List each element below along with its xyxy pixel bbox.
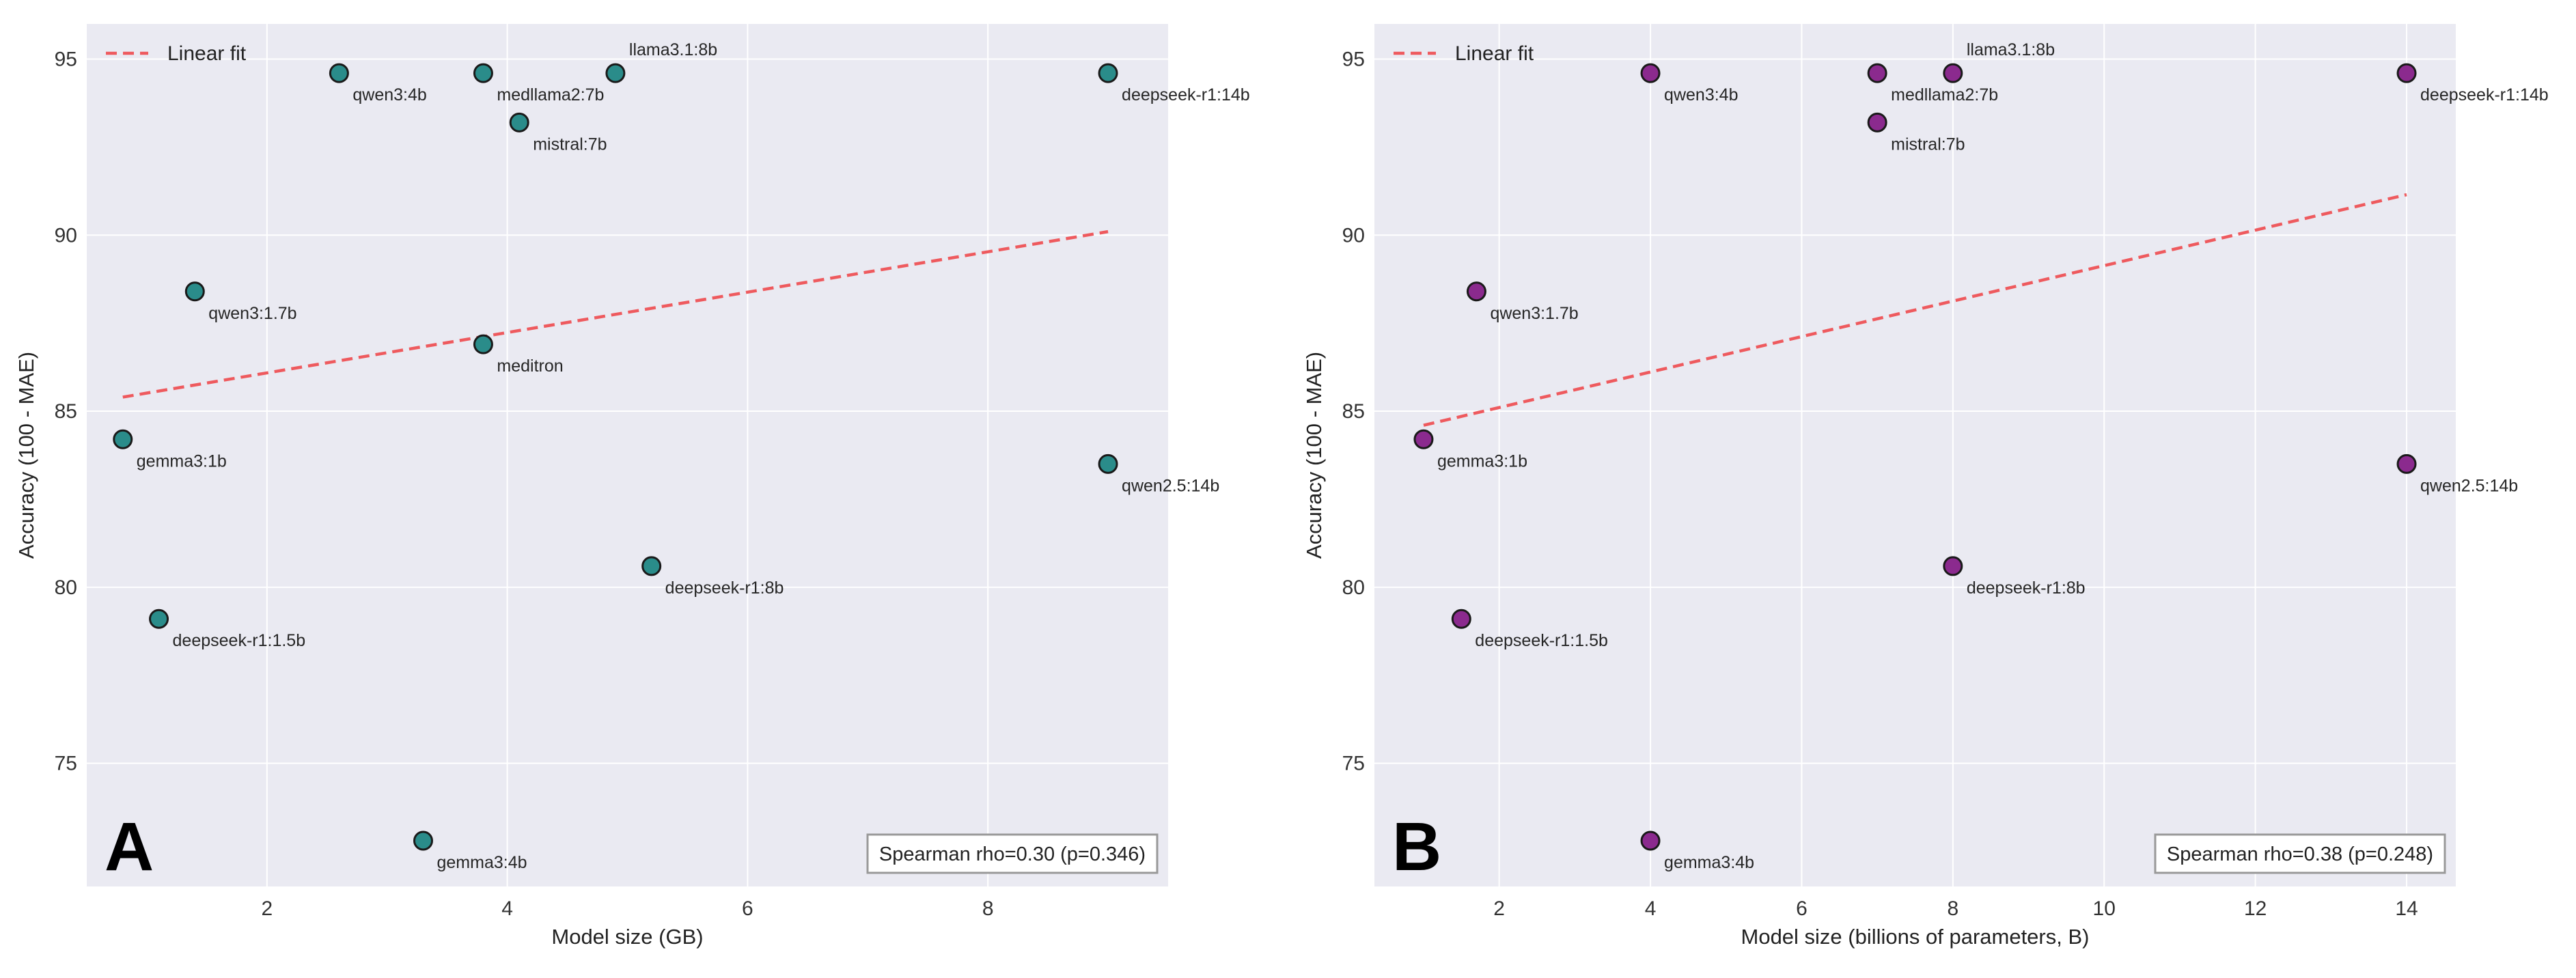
x-tick-label: 2 bbox=[261, 897, 273, 920]
data-point-label: qwen2.5:14b bbox=[2420, 476, 2518, 495]
data-point bbox=[509, 112, 529, 132]
data-point bbox=[329, 63, 349, 83]
data-point-label: gemma3:4b bbox=[437, 853, 527, 872]
data-point bbox=[605, 63, 626, 83]
panel-a: 2 4 6 8 75 80 85 90 95 Model size (GB) Accuracy (1… bbox=[14, 24, 1250, 949]
x-tick-label: 6 bbox=[1796, 897, 1808, 920]
y-tick-label: 85 bbox=[1342, 400, 1365, 423]
y-tick-label: 95 bbox=[1342, 48, 1365, 71]
scatter-points: gemma3:1b deepseek-r1:1.5b qwen3:1.7b qwen3… bbox=[1413, 40, 2549, 872]
legend-label: Linear fit bbox=[1455, 42, 1534, 65]
data-point bbox=[641, 556, 662, 576]
x-tick-label: 8 bbox=[1948, 897, 1959, 920]
y-tick-label: 85 bbox=[55, 400, 77, 423]
data-point-label: deepseek-r1:14b bbox=[2420, 85, 2549, 104]
linear-fit-line bbox=[1423, 193, 2407, 427]
y-tick-label: 90 bbox=[1342, 224, 1365, 247]
data-point bbox=[473, 334, 493, 354]
data-point bbox=[2396, 63, 2417, 83]
x-tick-label: 4 bbox=[501, 897, 513, 920]
panel-letter: A bbox=[105, 809, 154, 885]
data-point bbox=[1098, 63, 1118, 83]
data-point-label: meditron bbox=[497, 357, 563, 376]
data-point bbox=[1867, 63, 1887, 83]
data-point-label: qwen3:4b bbox=[1664, 85, 1738, 104]
y-tick-label: 75 bbox=[55, 753, 77, 775]
linear-fit-line bbox=[122, 229, 1109, 399]
spearman-annotation: Spearman rho=0.38 (p=0.248) bbox=[2167, 843, 2433, 865]
data-point-label: qwen2.5:14b bbox=[1122, 476, 1219, 495]
y-tick-label: 90 bbox=[55, 224, 77, 247]
x-tick-label: 10 bbox=[2093, 897, 2116, 920]
spearman-annotation: Spearman rho=0.30 (p=0.346) bbox=[879, 843, 1146, 865]
plot-area bbox=[87, 24, 1168, 886]
legend-label: Linear fit bbox=[167, 42, 247, 65]
y-tick-label: 75 bbox=[1342, 753, 1365, 775]
legend: Linear fit bbox=[1394, 42, 1534, 65]
data-point bbox=[1640, 63, 1661, 83]
data-point bbox=[413, 830, 433, 851]
data-point-label: medllama2:7b bbox=[497, 85, 604, 104]
data-point bbox=[1943, 63, 1963, 83]
x-tick-label: 4 bbox=[1645, 897, 1657, 920]
data-point bbox=[1466, 281, 1486, 302]
data-point-label: deepseek-r1:1.5b bbox=[173, 631, 306, 650]
x-tick-label: 8 bbox=[982, 897, 994, 920]
data-point bbox=[1640, 830, 1661, 851]
data-point-label: gemma3:4b bbox=[1664, 853, 1754, 872]
data-point bbox=[1451, 609, 1471, 629]
data-point bbox=[1098, 453, 1118, 474]
x-tick-label: 2 bbox=[1493, 897, 1505, 920]
x-axis-label: Model size (GB) bbox=[551, 925, 703, 949]
x-tick-label: 14 bbox=[2395, 897, 2418, 920]
plot-area bbox=[1374, 24, 2456, 886]
data-point-label: deepseek-r1:8b bbox=[665, 578, 784, 598]
y-tick-label: 80 bbox=[1342, 576, 1365, 599]
y-axis-label: Accuracy (100 - MAE) bbox=[1302, 352, 1326, 559]
legend: Linear fit bbox=[106, 42, 247, 65]
data-point-label: medllama2:7b bbox=[1891, 85, 1998, 104]
y-axis-label: Accuracy (100 - MAE) bbox=[14, 352, 38, 559]
data-point bbox=[113, 429, 133, 449]
data-point-label: qwen3:1.7b bbox=[1490, 304, 1578, 323]
data-point-label: llama3.1:8b bbox=[1967, 40, 2055, 59]
panel-b: 2 4 6 8 10 12 14 75 80 85 90 95 Model size (billions… bbox=[1302, 24, 2549, 949]
data-point bbox=[1943, 556, 1963, 576]
data-point-label: deepseek-r1:1.5b bbox=[1475, 631, 1608, 650]
y-tick-label: 95 bbox=[55, 48, 77, 71]
data-point-label: deepseek-r1:14b bbox=[1122, 85, 1250, 104]
data-point-label: mistral:7b bbox=[1891, 135, 1965, 154]
panel-letter: B bbox=[1392, 809, 1441, 885]
data-point bbox=[2396, 453, 2417, 474]
x-tick-label: 12 bbox=[2244, 897, 2267, 920]
y-tick-label: 80 bbox=[55, 576, 77, 599]
data-point bbox=[473, 63, 493, 83]
data-point-label: gemma3:1b bbox=[137, 451, 227, 471]
data-point-label: qwen3:4b bbox=[352, 85, 426, 104]
x-tick-label: 6 bbox=[742, 897, 753, 920]
data-point bbox=[1867, 112, 1887, 132]
data-point-label: qwen3:1.7b bbox=[208, 304, 296, 323]
stat-box bbox=[866, 833, 1159, 874]
data-point-label: mistral:7b bbox=[533, 135, 607, 154]
x-axis-label: Model size (billions of parameters, B) bbox=[1741, 925, 2090, 949]
data-point-label: gemma3:1b bbox=[1437, 451, 1527, 471]
data-point-label: deepseek-r1:8b bbox=[1967, 578, 2086, 598]
grid bbox=[1374, 24, 2456, 886]
scatter-points: gemma3:1b deepseek-r1:1.5b qwen3:1.7b qwen3… bbox=[113, 40, 1250, 872]
data-point-label: llama3.1:8b bbox=[629, 40, 717, 59]
grid bbox=[87, 24, 1168, 886]
data-point bbox=[1413, 429, 1434, 449]
stat-box bbox=[2154, 833, 2446, 874]
data-point bbox=[149, 609, 169, 629]
data-point bbox=[184, 281, 205, 302]
